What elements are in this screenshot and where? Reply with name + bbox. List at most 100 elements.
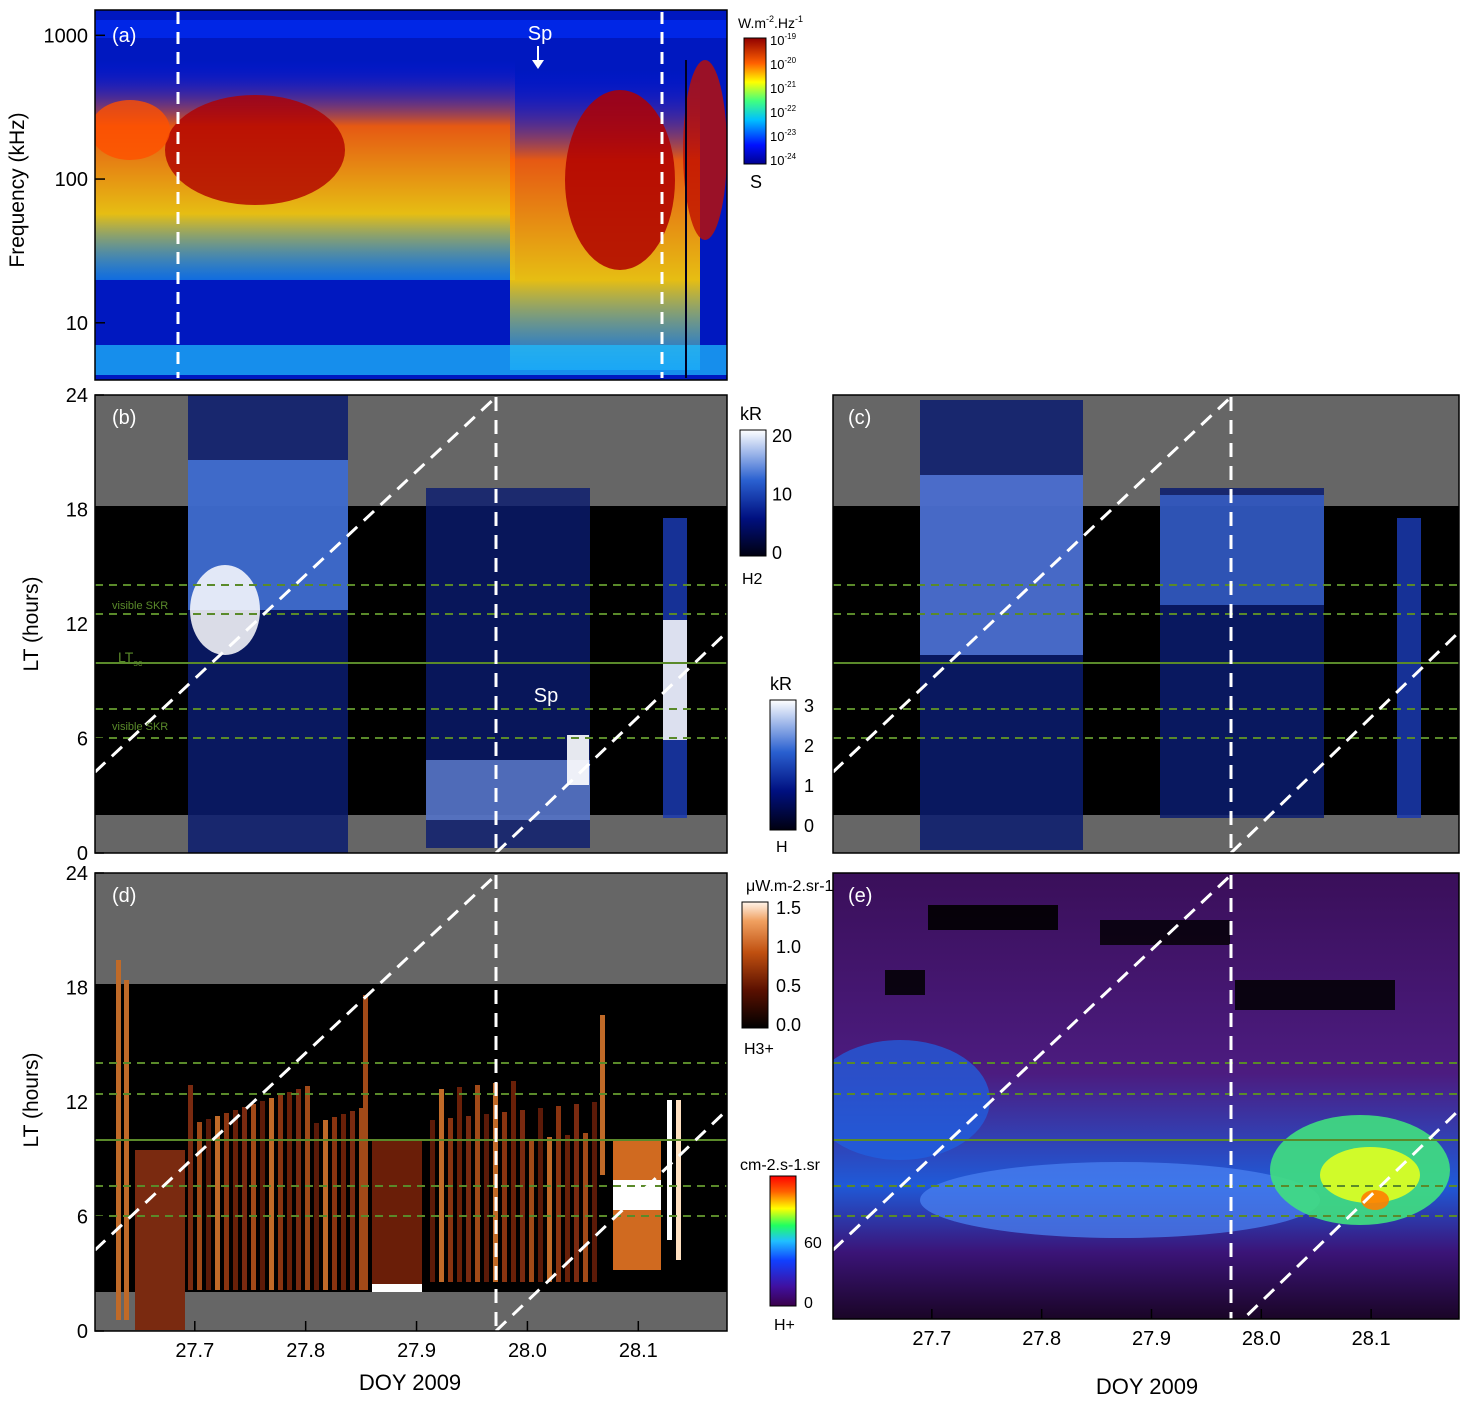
panel-b-ylabel: LT (hours) (20, 577, 43, 672)
panel-d-stripe (363, 995, 368, 1290)
panel-b-h2-map: (b) visible SKR visible SKR LTsc Sp 24 18… (20, 385, 728, 865)
colorbar-a: W.m-2.Hz-1 10-19 10-20 10-21 10-22 10-23 10-2… (738, 14, 803, 192)
colorbar-d: μW.m-2.sr-1 1.5 1.0 0.5 0.0 H3+ (741, 878, 834, 1058)
panel-d-stripe (269, 1098, 274, 1290)
colorbar-a-tick-label: 10-19 (770, 32, 797, 48)
panel-d-stripe (574, 1104, 579, 1282)
panel-e-label: (e) (848, 885, 872, 907)
panel-e-x-ticks: 27.7 27.8 27.9 28.0 28.1 (912, 1309, 1391, 1350)
panel-e-xtick-label: 28.1 (1352, 1328, 1391, 1350)
panel-e-hplus-map: (e) 27.7 27.8 27.9 28.0 28.1 DOY 2009 (832, 872, 1460, 1399)
panel-a-hotspot-1 (165, 95, 345, 205)
panel-e-blue-glow-1 (833, 1040, 990, 1160)
panel-d-stripe (124, 980, 129, 1320)
panel-e-dark-band-4 (1235, 980, 1395, 1010)
panel-d-stripe (242, 1107, 247, 1290)
colorbar-e-ticks: 60 0 (804, 1235, 822, 1312)
panel-d-stripe (565, 1135, 570, 1282)
panel-d-stripe (502, 1112, 507, 1282)
colorbar-a-tick-label: 10-21 (770, 80, 797, 96)
panel-b-bright-2 (426, 760, 590, 820)
panel-b-ltsc-main: LT (118, 649, 134, 665)
panel-d-stripe (439, 1089, 444, 1282)
panel-d-stripe (188, 1085, 193, 1290)
colorbar-a-tick-label: 10-24 (770, 152, 797, 168)
colorbar-a-ticks: 10-19 10-20 10-21 10-22 10-23 10-24 (770, 32, 797, 168)
colorbar-d-tick-label: 0.5 (776, 976, 801, 996)
panel-d-stripe (538, 1108, 543, 1282)
panel-d-sky-bottom (95, 1292, 727, 1331)
panel-b-visible-skr-1: visible SKR (112, 600, 168, 612)
panel-d-ytick-label: 0 (77, 1321, 88, 1343)
panel-d-stripe (305, 1086, 310, 1290)
colorbar-b-tick-label: 20 (772, 426, 792, 446)
panel-d-xtick-label: 27.9 (397, 1340, 436, 1362)
panel-d-stripe (224, 1113, 229, 1290)
panel-c-bright-1 (920, 475, 1083, 655)
panel-d-sky-top (95, 873, 727, 984)
panel-d-ylabel: LT (hours) (20, 1053, 43, 1148)
colorbar-e-species: H+ (774, 1317, 795, 1334)
panel-b-ytick-label: 12 (66, 614, 88, 636)
colorbar-d-species: H3+ (744, 1041, 774, 1058)
panel-d-stripe (332, 1117, 337, 1290)
panel-e-xtick-label: 28.0 (1242, 1328, 1281, 1350)
panel-c-diagonal-2 (1229, 630, 1459, 853)
panel-d-stripe (511, 1081, 516, 1282)
panel-d-h3plus-map: (d) 24 18 12 6 0 LT (hours) 27.7 27.8 27.9 28.0… (20, 863, 728, 1395)
panel-d-label: (d) (112, 885, 136, 907)
panel-d-stripe (484, 1114, 489, 1282)
colorbar-a-unit-main: W.m (738, 15, 766, 31)
panel-a-band-top (95, 20, 727, 38)
panel-b-ytick-label: 6 (77, 729, 88, 751)
panel-d-stripe (251, 1104, 256, 1290)
colorbar-e-ramp (769, 1175, 797, 1307)
colorbar-c-tick-label: 0 (804, 816, 814, 836)
panel-d-ytick-label: 6 (77, 1207, 88, 1229)
panel-a-hotspot-4 (683, 60, 727, 240)
panel-a-label: (a) (112, 25, 136, 47)
colorbar-e-tick-label: 60 (804, 1235, 822, 1252)
colorbar-d-unit: μW.m-2.sr-1 (746, 878, 834, 895)
panel-d-stripe (430, 1120, 435, 1282)
panel-d-stripe (583, 1133, 588, 1282)
panel-a-sp-arrowhead (532, 60, 544, 69)
colorbar-e: cm-2.s-1.sr 60 0 H+ (740, 1157, 822, 1334)
panel-d-xlabel: DOY 2009 (359, 1370, 461, 1395)
panel-a-frame (94, 9, 728, 381)
panel-d-stripe (475, 1085, 480, 1282)
panel-a-y-ticks: 1000 100 10 (44, 25, 105, 335)
panel-d-xtick-label: 27.8 (286, 1340, 325, 1362)
panel-e-frame (832, 872, 1460, 1320)
colorbar-c-tick-label: 2 (804, 736, 814, 756)
colorbar-b: kR 20 10 0 H2 (739, 404, 792, 588)
panel-d-stripe (314, 1123, 319, 1290)
panel-d-stripe (520, 1110, 525, 1282)
colorbar-a-unit: W.m-2.Hz-1 (738, 14, 803, 31)
panel-a-ytick-label: 1000 (44, 25, 89, 47)
panel-a-radio-spectrogram: (a) Sp 1000 100 10 Frequency (kHz) (6, 9, 728, 381)
panel-e-dark-band-2 (1100, 920, 1230, 945)
panel-e-yellow-region (1320, 1147, 1420, 1203)
panel-e-dark-band-1 (928, 905, 1058, 930)
panel-c-frame (832, 394, 1460, 854)
colorbar-c-tick-label: 3 (804, 696, 814, 716)
panel-d-ytick-label: 12 (66, 1092, 88, 1114)
panel-a-ylabel: Frequency (kHz) (6, 112, 29, 267)
panel-b-sp-spot (567, 735, 589, 785)
panel-e-diagonal-2 (1241, 1108, 1459, 1319)
colorbar-a-tick-label: 10-23 (770, 128, 797, 144)
panel-d-ytick-label: 18 (66, 978, 88, 1000)
colorbar-a-unit-exp2: -1 (795, 14, 803, 24)
panel-d-stripe (529, 1139, 534, 1282)
panel-d-xtick-label: 28.0 (508, 1340, 547, 1362)
panel-d-stripe (556, 1106, 561, 1282)
panel-a-lowband (95, 345, 727, 375)
panel-b-aurora-spot (190, 565, 260, 655)
panel-b-bright-3 (663, 620, 687, 740)
panel-d-stripe (233, 1110, 238, 1290)
panel-e-xtick-label: 27.9 (1132, 1328, 1171, 1350)
colorbar-b-ramp (739, 429, 767, 557)
panel-d-y-ticks: 24 18 12 6 0 (66, 863, 104, 1343)
panel-d-stripe (592, 1102, 597, 1282)
